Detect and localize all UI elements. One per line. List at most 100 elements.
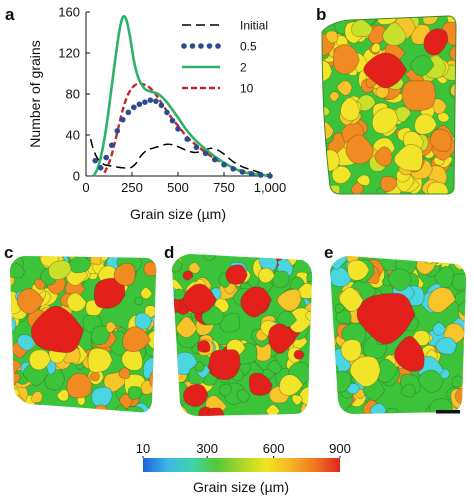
data-point — [248, 171, 255, 177]
grain-size-line-chart: 0 40 80 120 160 0 250 500 750 1,000 Initial 0.5 2 1… — [27, 5, 286, 223]
grain — [305, 395, 312, 415]
legend-label-2: 2 — [240, 61, 247, 75]
data-point — [221, 161, 227, 168]
grain — [89, 371, 100, 382]
grain — [446, 256, 463, 263]
grain — [91, 386, 113, 408]
data-point — [193, 144, 200, 151]
data-point — [120, 116, 126, 123]
data-point — [136, 101, 143, 108]
grain — [393, 143, 423, 172]
colorbar-tick-label: 300 — [196, 441, 218, 456]
grain — [218, 383, 232, 397]
grain — [380, 175, 398, 192]
grain — [295, 411, 308, 416]
grain — [16, 334, 36, 352]
x-tick-label: 750 — [213, 180, 235, 195]
y-tick-label: 40 — [66, 128, 80, 143]
grain — [356, 174, 371, 187]
grain — [356, 292, 416, 345]
grain — [446, 16, 456, 25]
grain — [427, 287, 457, 313]
grain — [435, 337, 458, 355]
grain — [434, 266, 454, 289]
grain — [90, 256, 102, 266]
grain — [118, 367, 131, 380]
grain — [322, 149, 341, 172]
data-point — [202, 150, 209, 157]
grain-volume-d — [172, 254, 312, 416]
data-point — [212, 156, 218, 163]
grain — [336, 80, 353, 96]
grain — [119, 393, 134, 410]
colorbar-tick-label: 600 — [263, 441, 285, 456]
grain — [182, 270, 194, 281]
grain — [394, 335, 425, 372]
grain — [325, 30, 338, 44]
x-axis-ticks: 0 250 500 750 1,000 — [82, 172, 286, 195]
legend-swatch-0-5 — [189, 43, 196, 49]
grain — [363, 52, 408, 89]
grain — [371, 107, 399, 134]
data-point — [175, 126, 181, 132]
panel-label-e: e — [324, 243, 333, 262]
grain — [208, 349, 241, 381]
colorbar-tick-label: 900 — [329, 441, 351, 456]
legend-label-initial: Initial — [240, 19, 268, 33]
series-initial-line — [89, 138, 271, 176]
grain — [338, 286, 364, 312]
data-point — [267, 173, 273, 179]
grain — [219, 312, 241, 333]
panel-label-a: a — [5, 5, 15, 24]
grain — [350, 19, 374, 37]
grain — [432, 322, 447, 336]
data-point — [184, 136, 190, 142]
grain — [423, 28, 449, 56]
grain — [330, 362, 339, 381]
grain — [248, 372, 273, 396]
grain — [345, 134, 375, 165]
grain — [382, 21, 407, 46]
grain — [66, 292, 87, 313]
y-tick-label: 160 — [58, 5, 80, 20]
series-layer — [89, 14, 273, 179]
grain — [124, 405, 147, 413]
grain — [142, 357, 157, 379]
grain — [24, 403, 48, 413]
data-point — [230, 166, 236, 172]
colorbar-tick-label: 10 — [136, 441, 150, 456]
grain — [371, 42, 381, 53]
data-point — [131, 104, 137, 111]
grain — [333, 44, 360, 75]
grain — [451, 273, 466, 291]
grain — [279, 374, 304, 396]
grain — [66, 372, 93, 399]
grain — [183, 383, 209, 407]
grain — [93, 277, 126, 309]
grain-volume-c — [10, 256, 157, 413]
x-tick-label: 250 — [121, 180, 143, 195]
grain — [140, 287, 153, 300]
grain — [451, 256, 466, 264]
grain — [334, 303, 346, 314]
panel-label-b: b — [316, 5, 326, 24]
colorbar-ticks: 10 300 600 900 — [136, 441, 351, 458]
colorbar-title: Grain size (µm) — [193, 479, 289, 495]
scale-bar — [436, 410, 460, 414]
grain — [134, 296, 144, 306]
grain — [322, 106, 331, 117]
grain — [258, 267, 276, 284]
data-point — [147, 97, 154, 103]
grain — [193, 361, 205, 373]
colorbar: 10 300 600 900 Grain size (µm) — [136, 441, 351, 495]
data-point — [239, 169, 246, 175]
data-point — [108, 142, 115, 149]
grain — [374, 146, 393, 167]
grain — [450, 83, 456, 97]
grain — [330, 317, 334, 329]
grain — [197, 339, 211, 353]
grain — [28, 349, 52, 371]
data-point — [142, 99, 148, 105]
grain — [276, 288, 302, 312]
